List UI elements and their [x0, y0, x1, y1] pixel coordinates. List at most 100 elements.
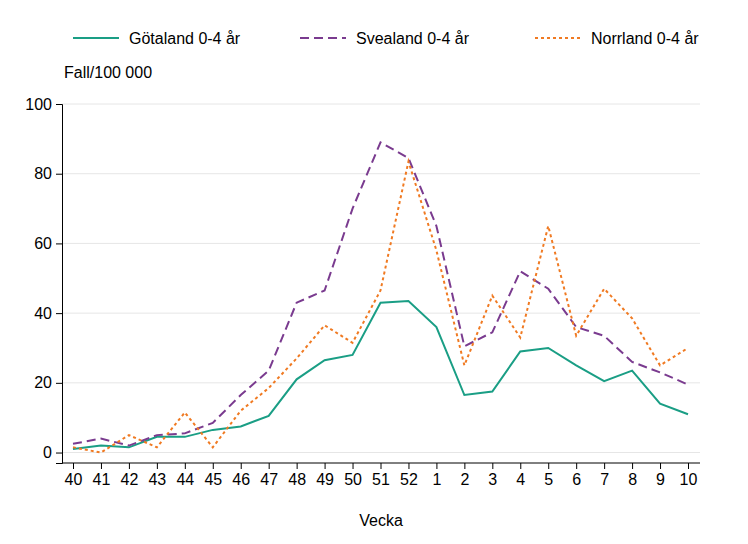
x-tick-label: 42	[121, 471, 139, 488]
y-tick: 60	[34, 235, 62, 252]
legend: Götaland 0-4 år Svealand 0-4 år Norrland 0…	[73, 30, 699, 47]
x-tick: 5	[544, 463, 553, 488]
x-tick-label: 48	[288, 471, 306, 488]
x-tick: 44	[176, 463, 194, 488]
y-tick-mark	[56, 313, 62, 314]
y-tick-label: 20	[34, 374, 52, 391]
x-tick-label: 51	[372, 471, 390, 488]
x-tick-label: 6	[572, 471, 581, 488]
x-tick: 48	[288, 463, 306, 488]
x-tick-mark	[101, 463, 102, 469]
x-tick: 10	[680, 463, 698, 488]
x-tick-label: 44	[176, 471, 194, 488]
x-tick: 8	[628, 463, 637, 488]
y-tick-mark	[56, 243, 62, 244]
y-tick-label: 40	[34, 305, 52, 322]
grid-line	[62, 243, 700, 244]
x-tick-mark	[157, 463, 158, 469]
x-tick-label: 1	[432, 471, 441, 488]
x-tick-label: 52	[400, 471, 418, 488]
y-axis: 0 20 40 60 80 100	[25, 96, 62, 464]
legend-swatch	[300, 37, 346, 39]
x-tick: 41	[93, 463, 111, 488]
x-tick-mark	[548, 463, 549, 469]
x-tick-mark	[576, 463, 577, 469]
x-tick-label: 46	[232, 471, 250, 488]
x-tick-mark	[604, 463, 605, 469]
y-tick-label: 100	[25, 96, 52, 113]
grid-line	[62, 173, 700, 174]
grid-line	[62, 452, 700, 453]
x-tick-label: 10	[680, 471, 698, 488]
x-tick-mark	[213, 463, 214, 469]
x-tick-mark	[520, 463, 521, 469]
x-tick-label: 3	[488, 471, 497, 488]
x-tick: 9	[656, 463, 665, 488]
y-tick: 100	[25, 96, 62, 113]
x-tick-label: 47	[260, 471, 278, 488]
chart: 0204060801004041424344454647484950515212…	[0, 0, 748, 544]
y-tick-mark	[56, 104, 62, 105]
legend-swatch	[73, 37, 119, 39]
grid-line	[62, 382, 700, 383]
x-tick-label: 41	[93, 471, 111, 488]
y-tick: 40	[34, 305, 62, 322]
y-tick: 80	[34, 165, 62, 182]
x-tick-mark	[241, 463, 242, 469]
y-tick-label: 80	[34, 165, 52, 182]
y-tick-label: 60	[34, 235, 52, 252]
x-tick-label: 45	[204, 471, 222, 488]
x-tick: 47	[260, 463, 278, 488]
y-tick-mark	[56, 383, 62, 384]
legend-label: Svealand 0-4 år	[356, 30, 470, 47]
y-tick-mark	[56, 453, 62, 454]
x-tick-mark	[73, 463, 74, 469]
y-tick-label: 0	[43, 444, 52, 461]
y-tick: 20	[34, 374, 62, 391]
x-axis-title: Vecka	[359, 512, 403, 529]
x-tick-mark	[492, 463, 493, 469]
x-tick-mark	[185, 463, 186, 469]
legend-label: Götaland 0-4 år	[129, 30, 241, 47]
x-tick-label: 7	[600, 471, 609, 488]
x-tick: 52	[400, 463, 418, 488]
plot-area	[73, 142, 688, 452]
x-tick: 40	[65, 463, 83, 488]
x-tick: 49	[316, 463, 334, 488]
x-tick: 3	[488, 463, 497, 488]
series-line	[73, 301, 688, 449]
x-tick-label: 40	[65, 471, 83, 488]
x-tick: 43	[148, 463, 166, 488]
series-line	[73, 142, 688, 445]
grid	[62, 104, 700, 453]
legend-swatch	[535, 37, 581, 39]
y-tick: 0	[43, 444, 62, 461]
x-tick-label: 43	[148, 471, 166, 488]
x-tick: 6	[572, 463, 581, 488]
x-tick-mark	[381, 463, 382, 469]
y-tick-mark	[56, 174, 62, 175]
x-tick-mark	[408, 463, 409, 469]
x-tick: 1	[432, 463, 441, 488]
x-tick: 50	[344, 463, 362, 488]
x-tick-mark	[688, 463, 689, 469]
x-tick-label: 8	[628, 471, 637, 488]
x-tick: 46	[232, 463, 250, 488]
legend-label: Norrland 0-4 år	[591, 30, 699, 47]
x-tick: 7	[600, 463, 609, 488]
x-tick: 4	[516, 463, 525, 488]
x-tick-mark	[353, 463, 354, 469]
x-tick-mark	[297, 463, 298, 469]
x-tick-mark	[129, 463, 130, 469]
x-tick: 2	[460, 463, 469, 488]
x-tick-mark	[269, 463, 270, 469]
x-tick-label: 49	[316, 471, 334, 488]
x-tick: 45	[204, 463, 222, 488]
x-tick: 51	[372, 463, 390, 488]
x-tick-mark	[464, 463, 465, 469]
x-tick-label: 9	[656, 471, 665, 488]
x-tick-label: 5	[544, 471, 553, 488]
x-tick-mark	[436, 463, 437, 469]
grid-line	[62, 104, 700, 105]
x-tick: 42	[121, 463, 139, 488]
